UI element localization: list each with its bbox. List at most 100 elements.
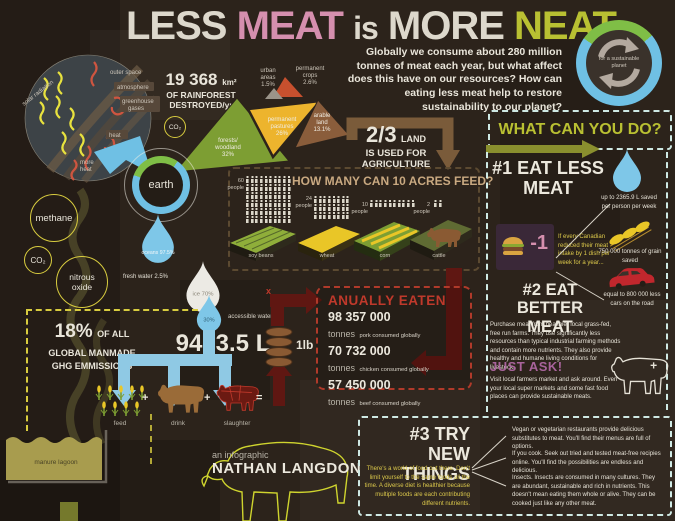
annually-eaten-title: ANUALLY EATEN <box>328 293 447 308</box>
cow-outline-drawing <box>201 441 349 521</box>
person-icon <box>327 196 331 203</box>
consumption-arrow <box>411 268 462 376</box>
person-icon <box>255 192 259 199</box>
title-word-meat: MEAT <box>236 4 344 48</box>
heat-label: heat <box>109 133 121 139</box>
person-icon <box>314 204 318 211</box>
person-icon <box>336 196 341 203</box>
person-icon <box>250 192 254 199</box>
solar-radiation-rays <box>39 71 85 157</box>
person-icon <box>259 176 263 183</box>
cattle-cow-icon <box>427 228 461 247</box>
title-word-more: MORE <box>387 4 505 48</box>
agriculture-callout: 2/3 LAND IS USED FOR AGRICULTURE <box>348 122 444 170</box>
person-icon <box>434 200 438 207</box>
person-icon <box>268 176 273 183</box>
drink-cow-icon <box>157 384 205 413</box>
more-heat-label2: heat <box>80 167 92 173</box>
person-icon <box>278 200 282 207</box>
rainforest-line2: OF RAINFOREST <box>166 90 236 100</box>
corn-people-icons <box>370 200 416 208</box>
person-icon <box>246 200 250 207</box>
co2-gas-bubble: CO₂ <box>24 246 52 274</box>
arable-label: arable <box>314 113 331 119</box>
equals-sign: = <box>256 392 263 404</box>
outer-space-label: outer space <box>110 70 142 76</box>
crops-label: permanent <box>296 66 325 72</box>
person-icon <box>246 184 250 191</box>
plus-sign: + <box>142 392 149 404</box>
person-icon <box>287 192 291 199</box>
cattle-count-label: 2 people <box>413 202 430 215</box>
person-icon <box>374 200 378 207</box>
corn-crop-label: corn <box>379 253 391 259</box>
person-icon <box>287 184 291 191</box>
person-icon <box>268 200 273 207</box>
annually-eaten-box: ANUALLY EATEN 98 357 000 tonnes pork con… <box>316 286 472 407</box>
person-icon <box>278 176 282 183</box>
person-icon <box>282 192 286 199</box>
person-icon <box>246 176 250 183</box>
person-icon <box>388 200 392 207</box>
person-icon <box>250 208 254 215</box>
person-icon <box>332 212 336 219</box>
wheat-count-label: 24 people <box>295 196 312 209</box>
chimney-base <box>60 502 78 521</box>
person-icon <box>282 208 286 215</box>
person-icon <box>341 196 345 203</box>
person-icon <box>327 204 331 211</box>
person-icon <box>318 196 322 203</box>
tip3-box <box>358 416 672 516</box>
earth-label: earth <box>139 163 183 207</box>
person-icon <box>273 184 277 191</box>
person-icon <box>273 192 277 199</box>
nitrous-oxide-bubble: nitrous oxide <box>56 256 108 308</box>
pastures-label2: pastures <box>270 124 293 130</box>
person-icon <box>264 216 268 223</box>
person-icon <box>392 200 397 207</box>
tip3-point-1: Vegan or vegetarian restaurants provide … <box>512 427 651 451</box>
permanent-crops-triangle <box>273 77 303 97</box>
tip1-stat-cars: equal to 800 000 less cars on the road <box>603 292 661 307</box>
arable-land-triangle <box>294 99 350 149</box>
feed-dashed-line <box>150 414 152 464</box>
land-use-pyramid: forests/ woodland 32% permanent pastures… <box>173 66 350 173</box>
intro-paragraph: Globally we consume about 280 million to… <box>347 46 562 113</box>
person-icon <box>282 184 286 191</box>
connector-lines <box>555 203 611 301</box>
soy-field-icon <box>230 226 296 261</box>
person-icon <box>336 212 341 219</box>
tip1-heading: #1 EAT LESS MEAT <box>492 158 604 199</box>
tip1-stat-grain: 750 000 tonnes of grain saved <box>598 249 662 264</box>
tip1-body: If every Canadian reduced their meat int… <box>558 234 611 267</box>
person-icon <box>268 208 273 215</box>
sidebar-dashed-border-right <box>666 152 668 410</box>
person-icon <box>246 216 250 223</box>
person-icon <box>282 200 286 207</box>
person-icon <box>264 208 268 215</box>
minus-one-label: -1 <box>530 232 548 254</box>
person-icon <box>314 196 318 203</box>
person-icon <box>282 176 286 183</box>
co2-emission-bubble: CO₂ <box>164 116 186 138</box>
person-icon <box>246 208 250 215</box>
person-icon <box>323 196 327 203</box>
burger-tile: -1 <box>496 224 554 270</box>
person-icon <box>411 200 415 207</box>
person-icon <box>246 192 250 199</box>
ice-water-drop: ice 70% <box>186 261 220 312</box>
earth-globe: earth <box>124 148 198 222</box>
recycle-arrows-icon <box>598 37 640 89</box>
permanent-pastures-triangle <box>246 99 323 160</box>
person-icon <box>278 216 282 223</box>
person-icon <box>336 204 341 211</box>
annually-eaten-row: 70 732 000 tonnes chicken consumed globa… <box>328 344 429 374</box>
person-icon <box>323 212 327 219</box>
rainforest-unit: km² <box>222 78 237 87</box>
car-icon <box>609 268 655 290</box>
person-icon <box>406 200 410 207</box>
person-icon <box>259 184 263 191</box>
better-cow-outline-icon: + <box>611 356 669 395</box>
agriculture-fraction: 2/3 <box>365 122 397 147</box>
person-icon <box>264 176 268 183</box>
